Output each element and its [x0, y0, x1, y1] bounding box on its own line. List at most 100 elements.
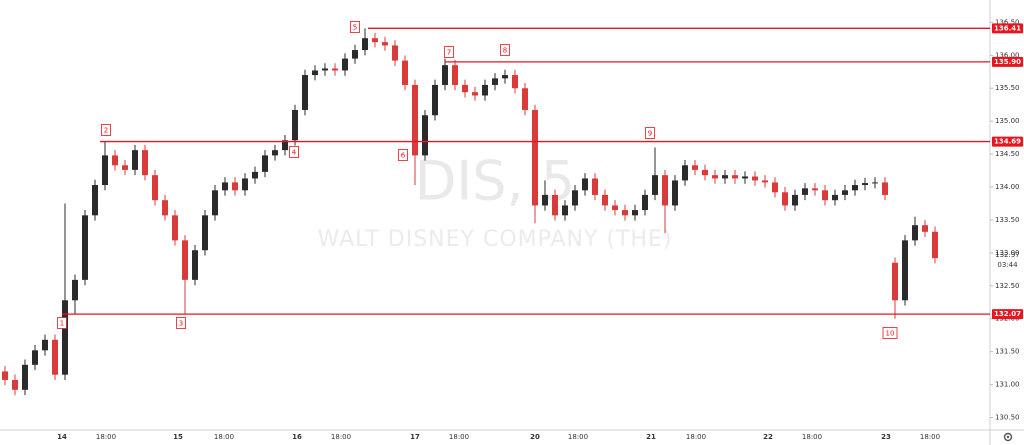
annotation-label: 2	[104, 127, 108, 135]
y-tick-label: 136.50	[995, 18, 1020, 26]
annotation-box	[176, 317, 186, 329]
y-tick-label: 133.50	[995, 216, 1020, 224]
candle-body	[462, 84, 468, 93]
annotation-box	[101, 124, 111, 136]
y-tick-label: 131.00	[995, 381, 1020, 389]
x-tick-label: 14	[57, 433, 67, 441]
candle-body	[112, 155, 118, 166]
annotation-box	[350, 21, 360, 33]
x-tick-label: 18:00	[568, 433, 588, 441]
candle-body	[822, 190, 828, 201]
candle-body	[322, 68, 328, 71]
level-label: 136.41	[994, 24, 1021, 32]
candle-body	[252, 171, 258, 179]
candle-body	[282, 140, 288, 151]
current-price: 132.97	[995, 251, 1020, 259]
y-tick-label: 130.50	[995, 413, 1020, 421]
level-tag	[992, 23, 1023, 34]
annotation-label: 6	[401, 152, 406, 160]
candle-body	[742, 176, 748, 179]
candle-body	[192, 250, 198, 280]
candle-body	[552, 194, 558, 216]
candle-body	[102, 155, 108, 186]
candle-body	[592, 178, 598, 195]
annotation-label: 10	[886, 330, 895, 338]
settings-icon[interactable]	[1003, 432, 1013, 442]
candle-body	[712, 175, 718, 179]
candle-body	[912, 225, 918, 241]
candle-body	[852, 185, 858, 191]
candle-body	[172, 215, 178, 241]
countdown: 03:44	[997, 261, 1018, 269]
candle-body	[382, 42, 388, 46]
candle-body	[602, 194, 608, 206]
level-label: 132.07	[994, 310, 1021, 318]
candle-body	[142, 150, 148, 176]
candle-body	[242, 178, 248, 191]
candle-body	[162, 200, 168, 216]
candle-body	[262, 155, 268, 172]
x-tick-label: 22	[763, 433, 773, 441]
y-tick-label: 131.50	[995, 348, 1020, 356]
x-tick-label: 18:00	[96, 433, 116, 441]
candle-body	[542, 194, 548, 206]
candle-body	[692, 165, 698, 170]
candle-body	[702, 169, 708, 176]
candle-body	[562, 205, 568, 216]
candle-body	[452, 65, 458, 85]
candle-body	[882, 182, 888, 195]
candle-body	[152, 175, 158, 201]
candle-body	[512, 75, 518, 89]
candle-body	[502, 75, 508, 79]
candle-body	[842, 190, 848, 195]
x-tick-label: 18:00	[686, 433, 706, 441]
candle-body	[722, 175, 728, 179]
candle-body	[432, 84, 438, 116]
x-tick-label: 18:00	[331, 433, 351, 441]
candle-body	[732, 175, 738, 179]
candle-body	[662, 175, 668, 206]
candle-body	[492, 78, 498, 85]
y-tick-label: 134.00	[995, 183, 1020, 191]
y-tick-label: 133.00	[995, 249, 1020, 257]
candle-body	[412, 84, 418, 156]
y-tick-label: 135.50	[995, 84, 1020, 92]
candle-body	[132, 150, 138, 170]
watermark: DIS, 5	[415, 150, 575, 213]
candle-body	[572, 190, 578, 206]
candle-body	[392, 45, 398, 61]
x-tick-label: 21	[646, 433, 656, 441]
y-tick-label: 132.50	[995, 282, 1020, 290]
candle-body	[182, 240, 188, 280]
annotation-label: 3	[179, 320, 183, 328]
annotation-box	[500, 44, 510, 56]
level-tag	[992, 56, 1023, 67]
candle-body	[402, 60, 408, 85]
candle-body	[352, 50, 358, 59]
x-tick-label: 17	[410, 433, 420, 441]
candle-body	[62, 300, 68, 375]
annotation-box	[289, 146, 299, 158]
annotation-label: 1	[60, 320, 64, 328]
x-tick-label: 18:00	[214, 433, 234, 441]
annotation-label: 8	[503, 47, 507, 55]
y-tick-label: 135.00	[995, 117, 1020, 125]
candle-body	[472, 92, 478, 96]
x-tick-label: 15	[173, 433, 183, 441]
candle-body	[652, 175, 658, 195]
candle-body	[22, 364, 28, 390]
x-tick-label: 18:00	[449, 433, 469, 441]
candle-body	[932, 231, 938, 259]
y-tick-label: 136.00	[995, 51, 1020, 59]
candle-body	[672, 180, 678, 206]
candle-body	[862, 183, 868, 186]
annotation-box	[645, 127, 655, 139]
level-tag	[992, 136, 1023, 147]
candle-body	[792, 194, 798, 206]
watermark-subtitle: WALT DISNEY COMPANY (THE)	[318, 227, 673, 252]
x-tick-label: 20	[530, 433, 540, 441]
annotation-label: 5	[353, 24, 357, 32]
candle-body	[222, 182, 228, 191]
candle-body	[802, 188, 808, 195]
